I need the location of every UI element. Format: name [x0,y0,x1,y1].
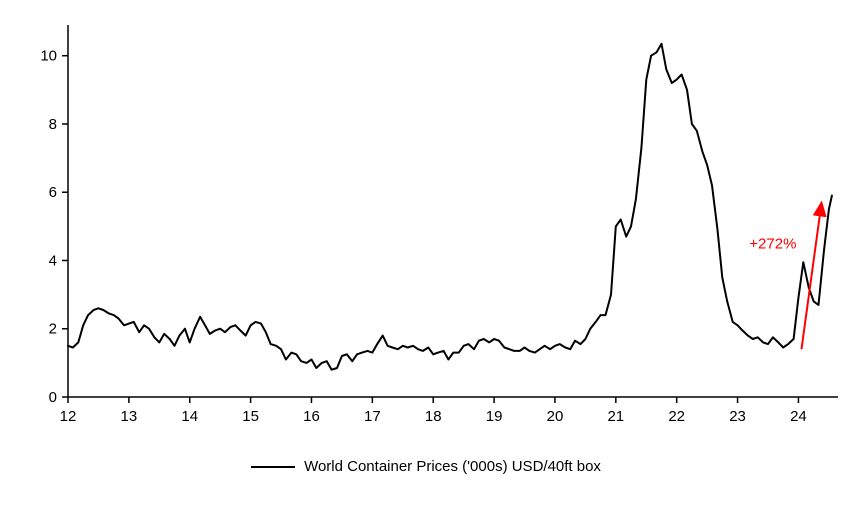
legend-line-swatch [251,465,296,468]
x-tick-label: 21 [607,408,624,425]
y-tick-label: 4 [49,252,57,269]
growth-arrow [800,200,827,350]
x-tick-label: 22 [668,408,685,425]
x-tick-label: 17 [364,408,381,425]
y-tick-label: 0 [49,389,57,406]
y-tick-label: 2 [49,321,57,338]
x-tick-label: 16 [303,408,320,425]
x-tick-label: 23 [729,408,746,425]
legend-series-label: World Container Prices ('000s) USD/40ft … [304,458,601,475]
growth-annotation-label: +272% [749,236,796,253]
x-tick-label: 15 [242,408,259,425]
x-tick-label: 14 [181,408,198,425]
y-tick-label: 6 [49,184,57,201]
x-tick-label: 18 [425,408,442,425]
x-tick-label: 13 [121,408,138,425]
x-tick-label: 24 [790,408,807,425]
x-tick-label: 19 [486,408,503,425]
y-tick-label: 8 [49,116,57,133]
price-line [67,42,833,371]
x-tick-label: 12 [60,408,77,425]
chart-legend: World Container Prices ('000s) USD/40ft … [0,458,852,475]
y-tick-label: 10 [40,48,57,65]
x-tick-label: 20 [547,408,564,425]
chart-area: 0 2 4 6 8 10 12 13 14 15 16 17 18 19 20 21 22 23 24 +272% [40,25,838,425]
